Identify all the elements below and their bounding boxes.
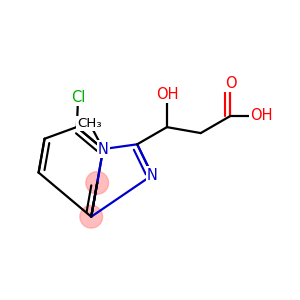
Text: N: N: [147, 168, 158, 183]
Circle shape: [86, 172, 109, 194]
Text: Cl: Cl: [71, 90, 85, 105]
Circle shape: [80, 206, 103, 228]
Text: OH: OH: [250, 108, 273, 123]
Text: OH: OH: [156, 87, 178, 102]
Text: N: N: [98, 142, 109, 157]
Text: O: O: [225, 76, 236, 91]
Text: CH₃: CH₃: [77, 117, 102, 130]
